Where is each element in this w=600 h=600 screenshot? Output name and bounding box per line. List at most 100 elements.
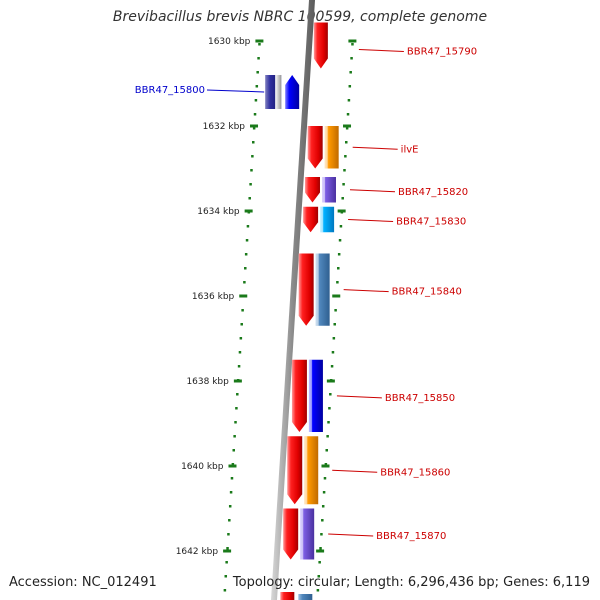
gene-label[interactable]: BBR47_15870 [376,531,446,542]
gene-block [304,436,319,505]
gene-block-highlight [321,177,325,203]
gene-label[interactable]: BBR47_15790 [407,47,477,58]
gene-block [300,508,315,560]
left-guide-dot [238,351,242,354]
tick-marks: 1630 kbp 1632 kbp 1634 kbp 1636 kbp 1638 kbp… [176,37,357,557]
gene-label[interactable]: BBR47_15840 [392,287,462,298]
major-tick [316,549,325,553]
left-guide-dot [239,337,243,340]
accession-text: Accession: NC_012491 [9,575,157,590]
gene-block [321,177,336,203]
right-guide-dot [338,239,342,242]
major-tick [321,464,330,468]
label-leader [328,533,374,537]
gene-block-highlight [315,253,319,326]
right-guide-dot [347,99,351,102]
label-leader [358,49,404,52]
left-guide-dot [256,71,259,74]
left-guide-dot [232,449,235,452]
left-guide-dot [241,309,244,312]
cds-arrow [283,508,299,560]
label-leader [336,395,382,399]
major-tick [326,379,335,383]
major-tick [250,124,259,128]
right-guide-dot [327,421,330,424]
right-guide-dot [317,575,321,578]
left-guide-dot [244,267,247,270]
gene-block-highlight [308,359,312,432]
right-guide-dot [320,533,323,536]
right-guide-dot [346,113,350,116]
cds-arrow [287,436,303,505]
right-guide-dot [342,183,345,186]
left-guide-dot [255,85,259,88]
right-guide-dot [344,155,347,158]
right-guide-dot [319,547,322,550]
genome-backbone [271,0,315,600]
major-tick [244,209,253,213]
left-guide-dot [251,155,254,158]
right-guide-dot [337,267,340,270]
gene-label[interactable]: BBR47_15860 [380,467,450,478]
right-guide-dot [341,197,344,200]
left-guide-dot [229,491,233,494]
major-tick [255,39,264,43]
major-tick [223,549,232,553]
major-tick [233,379,242,383]
right-guide-dot [321,519,324,522]
major-tick [228,464,237,468]
gene-block-partial [298,594,313,600]
right-guide-dot [324,463,328,466]
right-guide-dot [350,57,353,60]
cds-arrow-partial [280,592,295,600]
gene-label[interactable]: BBR47_15800 [135,85,205,96]
right-guide-dot [322,491,326,494]
left-guide-dot [230,477,234,480]
right-guide-dot [345,127,349,130]
left-guide-dot [248,197,251,200]
tick-label: 1638 kbp [186,377,229,387]
cds-arrow [313,22,328,69]
gene-label[interactable]: ilvE [401,144,419,155]
right-guide-dot [321,505,325,508]
right-guide-dot [337,253,341,256]
right-guide-dot [345,141,348,144]
right-guide-dot [351,43,354,46]
left-guide-dot [240,323,243,326]
left-guide-dot [246,225,250,228]
right-guide-dot [339,225,343,228]
left-guide-dot [252,141,255,144]
right-guide-dot [331,351,335,354]
gene-label[interactable]: BBR47_15850 [385,393,455,404]
cds-arrow [291,359,307,432]
major-tick [332,294,341,298]
label-leader [343,289,389,293]
gene-label[interactable]: BBR47_15820 [398,187,468,198]
left-guide-dot [253,113,257,116]
cds-arrow [304,177,320,203]
gene-block [320,206,335,233]
tick-label: 1630 kbp [208,37,251,47]
dotted-guides [223,43,354,592]
right-guide-dot [329,393,332,396]
gene-block-edge [275,75,282,109]
gene-label[interactable]: BBR47_15830 [396,217,466,228]
left-guide-dot [231,463,235,466]
gene-labels[interactable]: BBR47_15790 BBR47_15800 ilvE BBR47_15820 BBR… [135,47,477,543]
gene-block-highlight [324,126,328,169]
left-guide-dot [245,239,249,242]
left-guide-dot [249,183,252,186]
left-guide-dot [233,435,236,438]
left-guide-dot [237,365,241,368]
label-leader [348,219,394,222]
label-leader [206,89,265,93]
left-guide-dot [243,281,246,284]
major-tick [343,124,352,128]
left-guide-dot [236,393,239,396]
left-guide-dot [254,99,258,102]
right-guide-dot [336,281,339,284]
left-guide-dot [258,43,261,46]
cds-arrow [285,75,300,109]
cds-arrow [298,253,314,326]
